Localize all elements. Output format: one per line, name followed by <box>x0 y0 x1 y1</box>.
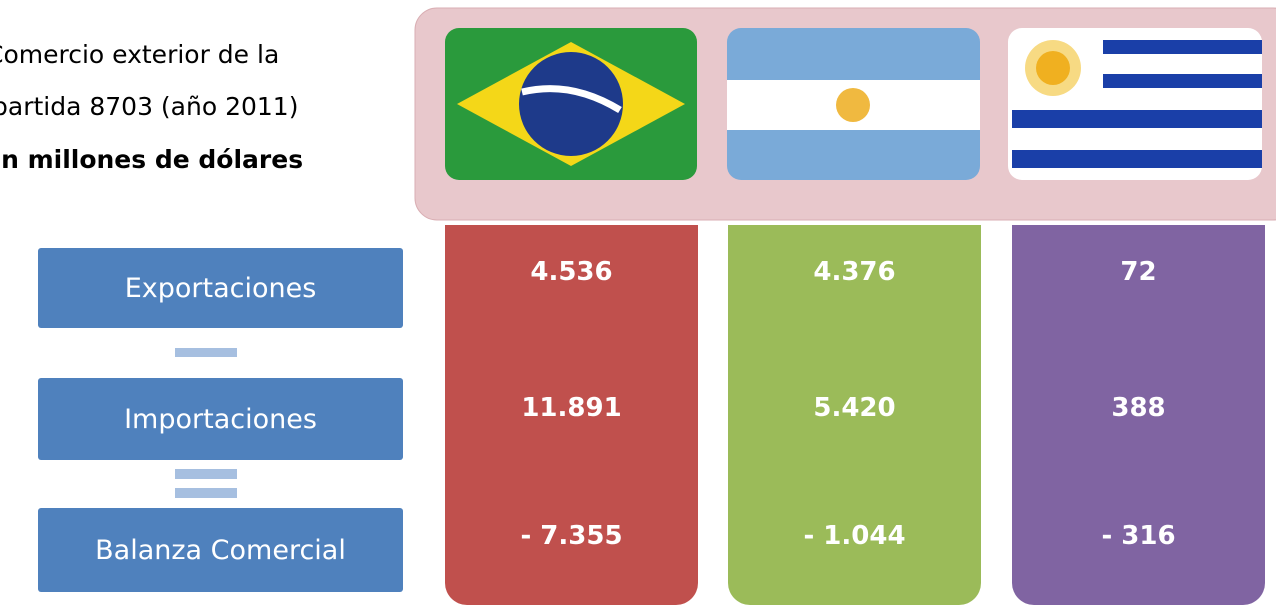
country-column: 4.536 11.891 - 7.355 <box>445 225 698 605</box>
flag-brazil <box>445 28 697 180</box>
flags-panel <box>414 7 1276 221</box>
row-label: Importaciones <box>38 378 403 460</box>
value: 388 <box>1111 393 1166 423</box>
title-line: Comercio exterior de la <box>0 40 280 69</box>
equals-sign <box>175 469 237 479</box>
value: - 316 <box>1101 521 1176 551</box>
minus-sign <box>175 348 237 357</box>
value: - 7.355 <box>520 521 623 551</box>
row-label: Exportaciones <box>38 248 403 328</box>
country-column: 72 388 - 316 <box>1012 225 1265 605</box>
value: 11.891 <box>521 393 622 423</box>
value: 5.420 <box>813 393 896 423</box>
flag-uruguay <box>1008 28 1262 180</box>
country-column: 4.376 5.420 - 1.044 <box>728 225 981 605</box>
title-line: partida 8703 (año 2011) <box>0 92 299 121</box>
value: 72 <box>1120 257 1157 287</box>
flag-argentina <box>727 28 980 180</box>
value: 4.536 <box>530 257 613 287</box>
value: - 1.044 <box>803 521 906 551</box>
row-label: Balanza Comercial <box>38 508 403 592</box>
equals-sign <box>175 488 237 498</box>
title-line: En millones de dólares <box>0 145 304 174</box>
value: 4.376 <box>813 257 896 287</box>
